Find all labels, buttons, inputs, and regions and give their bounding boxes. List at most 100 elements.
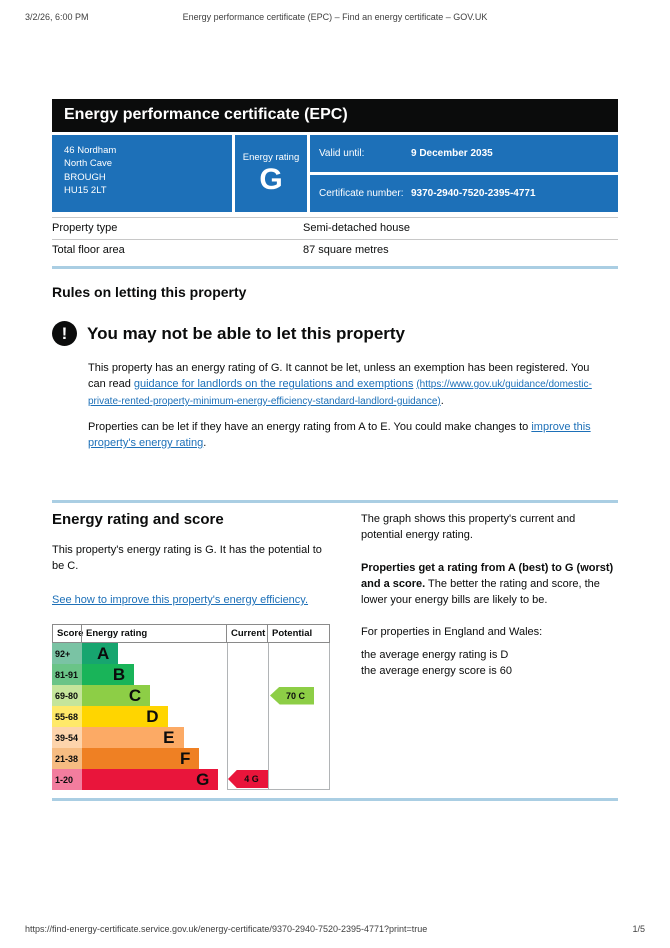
property-type-label: Property type — [52, 222, 118, 234]
band-bar: G — [82, 769, 219, 790]
england-wales-line: For properties in England and Wales: — [361, 626, 543, 638]
rating-explanation: Properties get a rating from A (best) to… — [361, 560, 618, 608]
epc-band-row: 39-54 E — [52, 727, 330, 748]
energy-rating-label: Energy rating — [242, 151, 300, 163]
browser-print-footer: https://find-energy-certificate.service.… — [25, 924, 645, 934]
band-bar-cell: F — [82, 748, 227, 769]
print-footer-url: https://find-energy-certificate.service.… — [25, 924, 428, 934]
rating-left-column: Energy rating and score This property's … — [52, 511, 330, 790]
address-line: 46 Nordham — [64, 145, 117, 156]
current-cell — [227, 685, 268, 706]
current-cell — [227, 643, 268, 664]
certificate-summary: 46 Nordham North Cave BROUGH HU15 2LT En… — [52, 135, 618, 212]
property-address: 46 Nordham North Cave BROUGH HU15 2LT — [52, 135, 232, 212]
paragraph-text: Properties can be let if they have an en… — [88, 421, 532, 433]
potential-cell — [268, 643, 330, 664]
band-bar: C — [82, 685, 151, 706]
valid-until-value: 9 December 2035 — [411, 148, 493, 159]
rating-right-column: The graph shows this property's current … — [361, 511, 618, 790]
address-line: HU15 2LT — [64, 184, 107, 196]
energy-rating-value: G — [259, 162, 283, 196]
band-bar: A — [82, 643, 119, 664]
energy-rating-box: Energy rating G — [235, 135, 307, 212]
epc-band-row: 55-68 D — [52, 706, 330, 727]
certificate-page: Energy performance certificate (EPC) 46 … — [52, 99, 618, 801]
current-cell — [227, 727, 268, 748]
certificate-number-value: 9370-2940-7520-2395-4771 — [411, 188, 536, 199]
average-score-line: the average energy score is 60 — [361, 665, 513, 677]
epc-band-row: 69-80 C 70 C — [52, 685, 330, 706]
band-bar-cell: E — [82, 727, 227, 748]
potential-cell — [268, 706, 330, 727]
current-cell — [227, 748, 268, 769]
warning-banner: ! You may not be able to let this proper… — [52, 321, 618, 346]
rating-and-score-section: Energy rating and score This property's … — [52, 511, 618, 790]
print-page-title: Energy performance certificate (EPC) – F… — [182, 12, 488, 22]
link-url-text: (https://www.gov.uk/guidance/domestic-pr… — [88, 379, 592, 407]
epc-band-row: 21-38 F — [52, 748, 330, 769]
potential-cell — [268, 748, 330, 769]
improve-efficiency-link[interactable]: See how to improve this property's energ… — [52, 594, 309, 606]
current-cell — [227, 664, 268, 685]
section-divider — [52, 266, 618, 269]
page-title: Energy performance certificate (EPC) — [52, 99, 618, 132]
potential-cell — [268, 727, 330, 748]
section-divider — [52, 798, 618, 801]
warning-heading: You may not be able to let this property — [87, 323, 406, 343]
current-cell: 4 G — [227, 769, 268, 790]
potential-cell — [268, 769, 330, 790]
address-line: BROUGH — [64, 171, 106, 183]
paragraph-text: This property has an energy rating of G.… — [88, 362, 590, 390]
band-bar-cell: D — [82, 706, 227, 727]
landlord-guidance-link[interactable]: guidance for landlords on the regulation… — [88, 378, 592, 407]
band-bar: F — [82, 748, 200, 769]
paragraph-text: . — [203, 437, 207, 449]
average-rating-line: the average energy rating is D — [361, 649, 509, 661]
epc-rating-chart: Score Energy rating Current Potential 92… — [52, 624, 330, 790]
band-score-range: 81-91 — [52, 664, 82, 685]
band-score-range: 92+ — [52, 643, 82, 664]
epc-band-row: 1-20 G 4 G — [52, 769, 330, 790]
print-page-number: 1/5 — [632, 924, 645, 934]
column-header-current: Current — [226, 624, 268, 643]
column-header-energy-rating: Energy rating — [81, 624, 227, 643]
section-divider — [52, 500, 618, 503]
band-score-range: 1-20 — [52, 769, 82, 790]
floor-area-value: 87 square metres — [303, 244, 389, 256]
browser-print-header: 3/2/26, 6:00 PM Energy performance certi… — [0, 0, 670, 23]
epc-band-row: 81-91 B — [52, 664, 330, 685]
property-type-value: Semi-detached house — [303, 222, 411, 234]
epc-band-rows: 92+ A 81-91 B 69-80 C 70 C 55-68 D 39-54 E 21-38 F 1-… — [52, 643, 330, 790]
column-header-potential: Potential — [267, 624, 330, 643]
valid-until-row: Valid until: 9 December 2035 — [310, 135, 618, 172]
band-bar-cell: B — [82, 664, 227, 685]
column-header-score: Score — [52, 624, 83, 643]
band-score-range: 39-54 — [52, 727, 82, 748]
paragraph-text: . — [440, 395, 444, 407]
print-datetime: 3/2/26, 6:00 PM — [25, 12, 89, 22]
property-details-table: Property type Semi-detached house Total … — [52, 217, 618, 261]
current-rating-arrow: 4 G — [228, 770, 268, 788]
band-bar-cell: A — [82, 643, 227, 664]
rating-intro: This property's energy rating is G. It h… — [52, 544, 322, 572]
potential-cell — [268, 664, 330, 685]
band-bar: E — [82, 727, 184, 748]
table-row: Total floor area 87 square metres — [52, 239, 618, 261]
band-score-range: 69-80 — [52, 685, 82, 706]
link-text: improve this property's energy rating — [88, 421, 591, 449]
graph-description: The graph shows this property's current … — [361, 513, 576, 541]
band-bar-cell: G — [82, 769, 227, 790]
rating-explanation-rest: The better the rating and score, the low… — [361, 578, 600, 606]
band-bar-cell: C — [82, 685, 227, 706]
band-bar: B — [82, 664, 135, 685]
band-score-range: 55-68 — [52, 706, 82, 727]
epc-chart-header: Score Energy rating Current Potential — [52, 624, 330, 643]
certificate-number-label: Certificate number: — [319, 188, 404, 199]
address-line: North Cave — [64, 158, 113, 170]
national-averages: the average energy rating is D the averag… — [361, 647, 618, 679]
improve-rating-link[interactable]: improve this property's energy rating — [88, 421, 591, 449]
certificate-meta: Valid until: 9 December 2035 Certificate… — [310, 135, 618, 212]
band-bar: D — [82, 706, 168, 727]
rating-explanation-bold: Properties get a rating from A (best) to… — [361, 562, 614, 590]
potential-cell: 70 C — [268, 685, 330, 706]
